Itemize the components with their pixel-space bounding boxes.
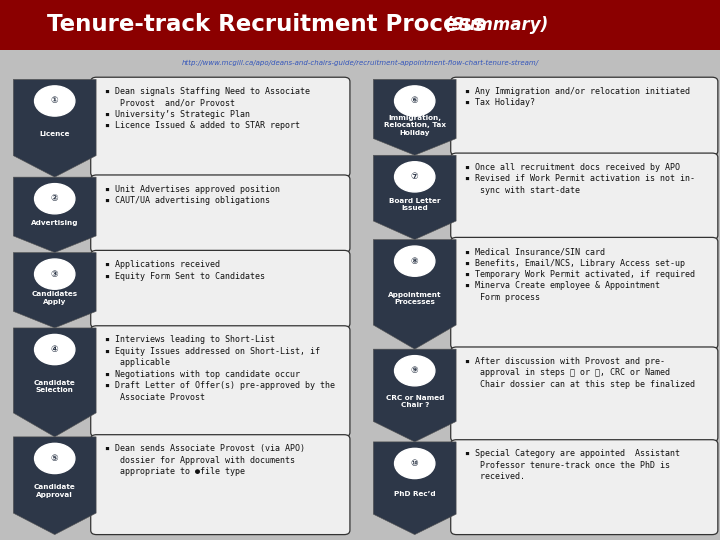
Polygon shape xyxy=(373,79,456,156)
Circle shape xyxy=(395,448,435,478)
FancyBboxPatch shape xyxy=(451,153,718,240)
Text: ▪ Any Immigration and/or relocation initiated
▪ Tax Holiday?: ▪ Any Immigration and/or relocation init… xyxy=(465,87,690,107)
Polygon shape xyxy=(373,240,456,349)
Text: PhD Rec’d: PhD Rec’d xyxy=(394,491,436,497)
Text: ⑨: ⑨ xyxy=(411,366,418,375)
Circle shape xyxy=(35,184,75,214)
Circle shape xyxy=(395,162,435,192)
Text: ▪ Applications received
▪ Equity Form Sent to Candidates: ▪ Applications received ▪ Equity Form Se… xyxy=(105,260,265,281)
Polygon shape xyxy=(13,253,96,328)
Polygon shape xyxy=(13,437,96,535)
FancyBboxPatch shape xyxy=(91,175,350,253)
Text: ⑧: ⑧ xyxy=(411,256,418,266)
Text: http://www.mcgill.ca/apo/deans-and-chairs-guide/recruitment-appointment-flow-cha: http://www.mcgill.ca/apo/deans-and-chair… xyxy=(181,60,539,66)
Text: ①: ① xyxy=(51,97,58,105)
Polygon shape xyxy=(13,79,96,177)
Text: Board Letter
Issued: Board Letter Issued xyxy=(389,198,441,211)
Polygon shape xyxy=(373,349,456,442)
Circle shape xyxy=(395,356,435,386)
Circle shape xyxy=(35,259,75,289)
Text: ▪ Dean sends Associate Provost (via APO)
   dossier for Approval with documents
: ▪ Dean sends Associate Provost (via APO)… xyxy=(105,444,305,476)
Polygon shape xyxy=(373,156,456,240)
Text: Candidate
Approval: Candidate Approval xyxy=(34,484,76,498)
Text: Immigration,
Relocation, Tax
Holiday: Immigration, Relocation, Tax Holiday xyxy=(384,114,446,136)
FancyBboxPatch shape xyxy=(451,440,718,535)
Text: ④: ④ xyxy=(51,345,58,354)
Text: Candidates
Apply: Candidates Apply xyxy=(32,292,78,305)
FancyBboxPatch shape xyxy=(451,77,718,156)
Circle shape xyxy=(35,86,75,116)
Text: ⑩: ⑩ xyxy=(411,459,418,468)
Text: ▪ Medical Insurance/SIN card
▪ Benefits, Email/NCS, Library Access set-up
▪ Temp: ▪ Medical Insurance/SIN card ▪ Benefits,… xyxy=(465,247,695,302)
Polygon shape xyxy=(13,177,96,253)
Text: Appointment
Processes: Appointment Processes xyxy=(388,292,441,305)
FancyBboxPatch shape xyxy=(91,77,350,177)
Text: CRC or Named
Chair ?: CRC or Named Chair ? xyxy=(385,395,444,408)
Text: Advertising: Advertising xyxy=(31,220,78,226)
FancyBboxPatch shape xyxy=(91,326,350,437)
Text: Tenure-track Recruitment Process: Tenure-track Recruitment Process xyxy=(47,14,486,36)
Circle shape xyxy=(395,86,435,116)
Polygon shape xyxy=(373,442,456,535)
Polygon shape xyxy=(13,328,96,437)
FancyBboxPatch shape xyxy=(91,251,350,328)
Text: (Summary): (Summary) xyxy=(445,16,549,34)
Text: ⑥: ⑥ xyxy=(411,97,418,105)
Circle shape xyxy=(35,443,75,474)
Text: ▪ Unit Advertises approved position
▪ CAUT/UA advertising obligations: ▪ Unit Advertises approved position ▪ CA… xyxy=(105,185,280,205)
FancyBboxPatch shape xyxy=(451,347,718,442)
Text: ③: ③ xyxy=(51,269,58,279)
FancyBboxPatch shape xyxy=(451,238,718,349)
Text: Candidate
Selection: Candidate Selection xyxy=(34,380,76,393)
Text: ⑦: ⑦ xyxy=(411,172,418,181)
Text: ▪ Dean signals Staffing Need to Associate
   Provost  and/or Provost
▪ Universit: ▪ Dean signals Staffing Need to Associat… xyxy=(105,87,310,130)
Circle shape xyxy=(35,334,75,364)
Text: ▪ Interviews leading to Short-List
▪ Equity Issues addressed on Short-List, if
 : ▪ Interviews leading to Short-List ▪ Equ… xyxy=(105,335,335,402)
Text: ②: ② xyxy=(51,194,58,203)
Circle shape xyxy=(395,246,435,276)
Text: ▪ After discussion with Provost and pre-
   approval in steps ① or ⑤, CRC or Nam: ▪ After discussion with Provost and pre-… xyxy=(465,357,695,389)
Text: ▪ Once all recruitment docs received by APO
▪ Revised if Work Permit activation : ▪ Once all recruitment docs received by … xyxy=(465,163,695,195)
Text: Licence: Licence xyxy=(40,131,70,137)
FancyBboxPatch shape xyxy=(91,435,350,535)
Text: ⑤: ⑤ xyxy=(51,454,58,463)
FancyBboxPatch shape xyxy=(0,0,720,50)
Text: ▪ Special Category are appointed  Assistant
   Professor tenure-track once the P: ▪ Special Category are appointed Assista… xyxy=(465,449,680,481)
